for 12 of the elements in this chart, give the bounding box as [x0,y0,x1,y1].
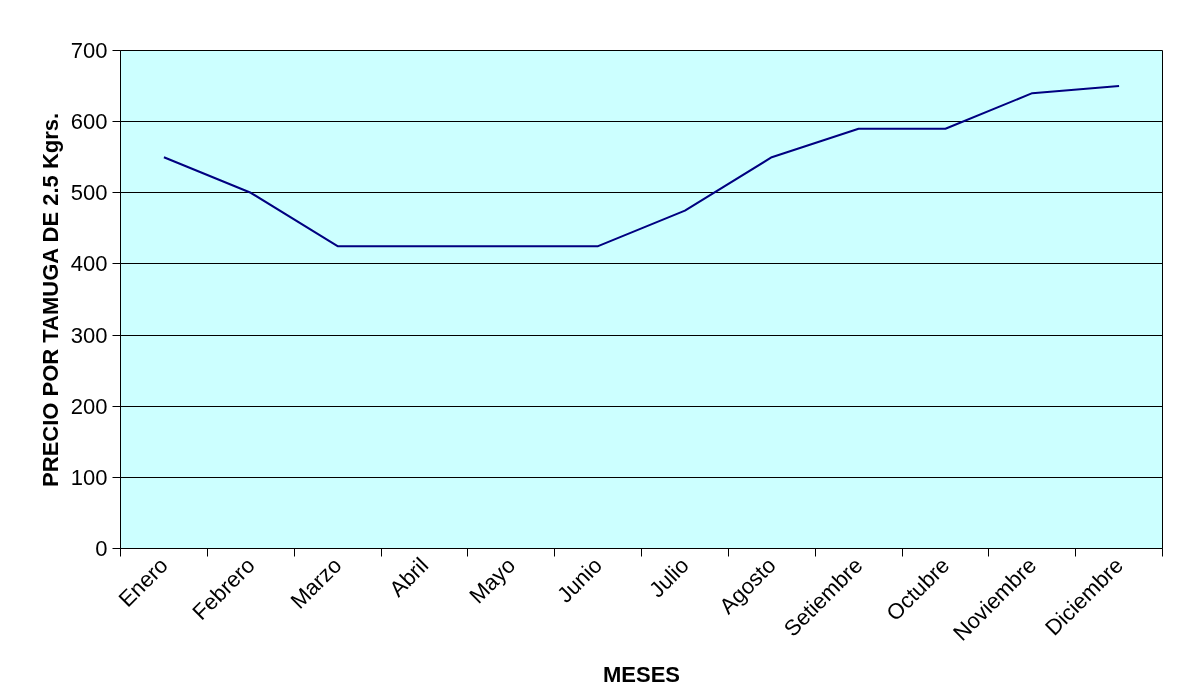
y-tick-label: 200 [70,393,108,419]
x-axis-title: MESES [602,662,681,688]
y-tick-label: 0 [95,536,108,561]
y-tick-label: 500 [70,180,108,206]
y-tick-label: 700 [70,38,108,63]
x-tick-label: Julio [644,552,694,603]
y-tick-label: 600 [70,109,108,135]
y-tick-label: 400 [70,251,108,277]
line-series [162,85,1121,248]
y-tick-label: 300 [70,322,108,348]
y-axis-title: PRECIO POR TAMUGA DE 2.5 Kgrs. [37,112,63,487]
y-tick-label: 100 [70,464,108,490]
